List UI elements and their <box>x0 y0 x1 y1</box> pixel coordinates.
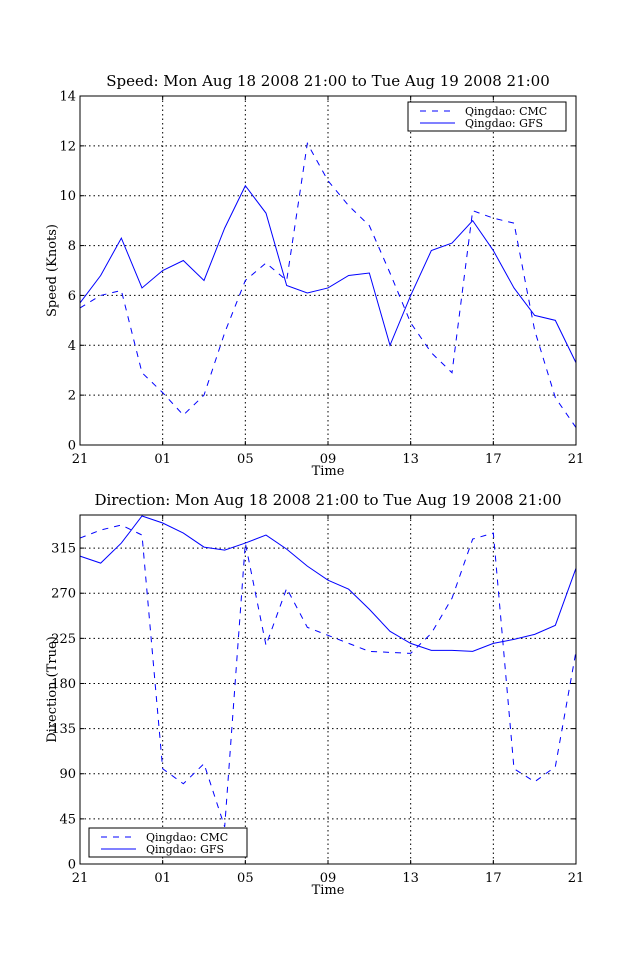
speed-chart: Speed: Mon Aug 18 2008 21:00 to Tue Aug … <box>45 72 584 479</box>
y-tick-label: 14 <box>59 90 76 105</box>
y-tick-label: 10 <box>59 189 76 204</box>
x-tick-label: 01 <box>154 452 171 467</box>
y-tick-label: 4 <box>68 339 76 354</box>
y-tick-label: 0 <box>68 858 76 873</box>
x-tick-label: 05 <box>237 871 254 886</box>
x-tick-label: 21 <box>568 452 585 467</box>
x-tick-label: 09 <box>320 871 337 886</box>
x-tick-label: 05 <box>237 452 254 467</box>
y-tick-label: 180 <box>51 677 76 692</box>
y-tick-label: 12 <box>59 139 76 154</box>
x-tick-label: 13 <box>402 452 419 467</box>
y-tick-label: 8 <box>68 239 76 254</box>
x-tick-label: 13 <box>402 871 419 886</box>
x-tick-label: 21 <box>72 452 89 467</box>
legend-box <box>88 827 248 858</box>
legend-box <box>407 101 567 132</box>
y-tick-label: 315 <box>51 542 76 557</box>
chart-title: Speed: Mon Aug 18 2008 21:00 to Tue Aug … <box>106 72 550 90</box>
y-tick-label: 270 <box>51 587 76 602</box>
y-tick-label: 90 <box>59 767 76 782</box>
y-tick-label: 2 <box>68 389 76 404</box>
plot-frame <box>79 514 577 865</box>
x-tick-label: 21 <box>72 871 89 886</box>
y-axis-label: Speed (Knots) <box>45 224 60 317</box>
series-line-cmc <box>79 524 577 828</box>
y-tick-label: 0 <box>68 439 76 454</box>
series-line-cmc <box>79 141 577 428</box>
x-tick-label: 17 <box>485 871 502 886</box>
x-tick-label: 01 <box>154 871 171 886</box>
y-tick-label: 6 <box>68 289 76 304</box>
y-axis-label: Direction (True) <box>45 636 60 743</box>
series-line-gfs <box>79 515 577 652</box>
legend-label: Qingdao: CMC <box>146 831 228 844</box>
plot-frame <box>79 95 577 446</box>
legend-label: Qingdao: CMC <box>465 105 547 118</box>
direction-chart: Direction: Mon Aug 18 2008 21:00 to Tue … <box>45 491 584 898</box>
y-tick-label: 225 <box>51 632 76 647</box>
series-line-gfs <box>79 184 577 363</box>
legend-label: Qingdao: GFS <box>146 843 224 856</box>
x-tick-label: 09 <box>320 452 337 467</box>
x-tick-label: 17 <box>485 452 502 467</box>
y-tick-label: 135 <box>51 722 76 737</box>
chart-title: Direction: Mon Aug 18 2008 21:00 to Tue … <box>94 491 561 509</box>
legend-label: Qingdao: GFS <box>465 117 543 130</box>
x-axis-label: Time <box>312 464 345 479</box>
x-axis-label: Time <box>312 883 345 898</box>
x-tick-label: 21 <box>568 871 585 886</box>
y-tick-label: 45 <box>59 812 76 827</box>
